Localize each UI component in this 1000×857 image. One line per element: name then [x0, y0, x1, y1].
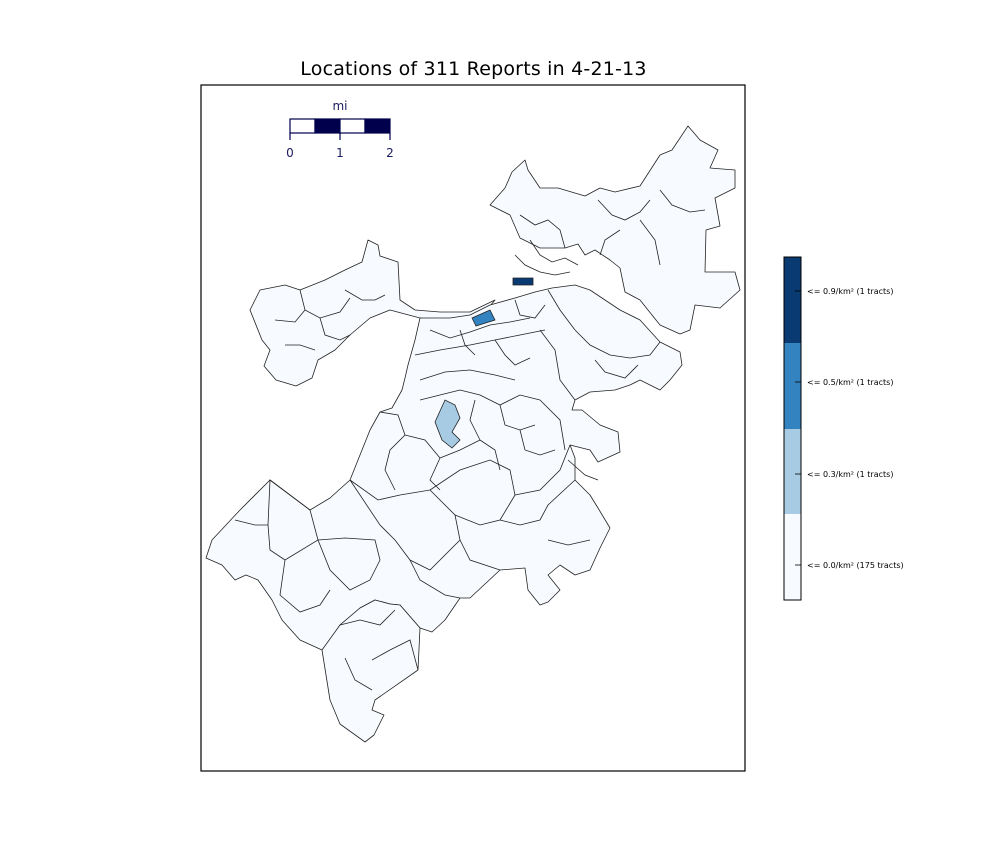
tract-south [321, 599, 421, 743]
tract-northeast [489, 125, 741, 335]
scale-tick-0: 0 [286, 146, 294, 160]
scale-bar: mi 0 1 2 [286, 99, 394, 160]
scale-tick-2: 2 [386, 146, 394, 160]
legend-label-0: <= 0.9/km² (1 tracts) [807, 287, 893, 296]
legend-swatch-1 [784, 343, 801, 429]
legend-label-2: <= 0.3/km² (1 tracts) [807, 470, 893, 479]
legend-label-1: <= 0.5/km² (1 tracts) [807, 378, 893, 387]
tract-highlight-0.9 [512, 277, 534, 286]
tract-boundaries [234, 189, 706, 691]
scale-tick-1: 1 [336, 146, 344, 160]
tract-highlight-0.3 [434, 399, 461, 449]
tract-map [205, 125, 741, 743]
legend-swatch-0 [784, 257, 801, 343]
tract-highlight-0.5 [471, 309, 496, 327]
legend-border [783, 256, 802, 601]
legend-swatch-2 [784, 429, 801, 514]
legend-label-3: <= 0.0/km² (175 tracts) [807, 561, 904, 570]
legend: <= 0.9/km² (1 tracts) <= 0.5/km² (1 trac… [783, 256, 904, 601]
tract-central [205, 284, 683, 651]
map-title: Locations of 311 Reports in 4-21-13 [300, 58, 647, 80]
legend-swatch-3 [784, 514, 801, 600]
scale-unit: mi [332, 99, 347, 113]
